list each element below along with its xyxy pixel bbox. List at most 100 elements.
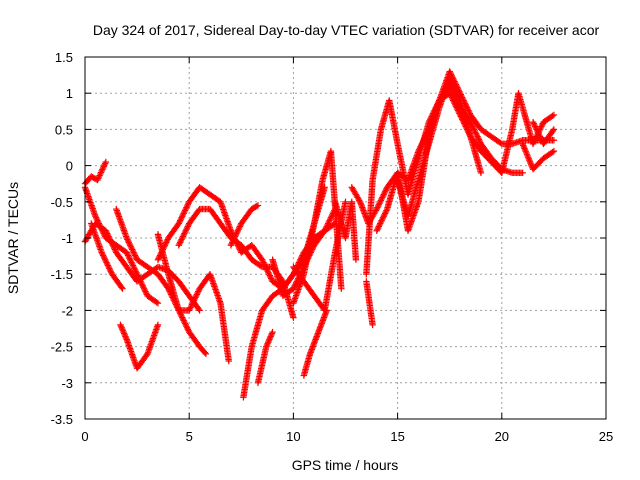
y-tick-label: -2.5: [51, 340, 73, 355]
y-tick-label: 1.5: [55, 50, 73, 65]
x-tick-label: 0: [81, 429, 88, 444]
y-axis-label: SDTVAR / TECUs: [5, 182, 21, 294]
axis-ticks: [84, 56, 607, 420]
data-point: [97, 169, 105, 176]
data-point: [101, 160, 109, 167]
data-point: [94, 175, 102, 182]
data-point: [125, 253, 132, 261]
series-track-22: [394, 75, 485, 220]
data-point: [379, 215, 386, 223]
data-point: [326, 217, 333, 224]
data-point: [381, 189, 388, 197]
data-point: [109, 242, 116, 249]
data-point: [159, 246, 167, 253]
data-point: [130, 249, 137, 256]
data-point: [549, 112, 556, 120]
data-point: [381, 211, 388, 219]
data-point: [265, 271, 273, 278]
data-point: [102, 158, 110, 166]
tick-labels: 0 5 10 15 20 25 -3.5 -3 -2.5 -2 -1.5 -1 -0.5 0 0.5 1 1.5: [51, 50, 614, 444]
data-point: [456, 95, 463, 103]
data-point: [120, 330, 128, 337]
data-point: [106, 236, 114, 243]
data-point: [266, 336, 273, 343]
data-point: [98, 249, 105, 256]
data-point: [465, 108, 473, 116]
data-point: [467, 118, 474, 126]
data-point: [104, 231, 112, 239]
data-point: [118, 324, 125, 331]
data-point: [536, 133, 544, 140]
series-track-23: [498, 90, 558, 177]
data-point: [176, 218, 183, 226]
data-point: [253, 202, 260, 210]
data-point: [377, 220, 384, 227]
data-point: [538, 121, 546, 129]
data-point: [111, 246, 119, 253]
data-point: [229, 239, 236, 246]
x-axis-label: GPS time / hours: [292, 457, 399, 473]
data-point: [375, 201, 383, 208]
data-point: [131, 266, 139, 274]
data-point: [536, 131, 543, 139]
data-point: [232, 231, 239, 239]
data-point: [105, 233, 112, 240]
data-point: [165, 286, 173, 294]
data-point: [108, 239, 115, 246]
data-point: [97, 170, 104, 178]
data-point: [117, 323, 125, 330]
data-point: [476, 137, 483, 145]
data-point: [534, 129, 542, 136]
y-tick-label: -2: [61, 303, 73, 318]
data-point: [161, 242, 169, 249]
data-point: [377, 198, 384, 205]
data-point: [131, 250, 138, 258]
data-point: [182, 205, 189, 213]
data-point: [175, 220, 182, 227]
data-point: [181, 207, 189, 214]
data-point: [381, 188, 389, 195]
data-point: [323, 223, 330, 230]
data-point: [519, 140, 526, 148]
data-point: [338, 285, 345, 292]
data-point: [102, 227, 110, 234]
data-point: [126, 256, 134, 263]
data-point: [156, 253, 163, 261]
y-tick-label: 1: [66, 86, 73, 101]
data-point: [153, 299, 160, 306]
data-point: [124, 252, 132, 259]
data-point: [266, 272, 273, 279]
data-point: [92, 214, 100, 221]
data-point: [549, 148, 556, 156]
data-point: [160, 244, 167, 252]
data-point: [128, 259, 135, 266]
data-point: [179, 314, 186, 321]
data-point: [446, 68, 453, 75]
data-point: [107, 237, 114, 245]
data-point: [229, 237, 237, 245]
data-point: [106, 266, 114, 274]
data-point: [142, 288, 149, 295]
data-point: [378, 195, 385, 203]
data-point: [267, 333, 274, 340]
data-point: [190, 297, 198, 304]
series-track-16: [300, 307, 330, 379]
data-point: [227, 227, 235, 234]
data-point: [158, 249, 165, 256]
data-point: [322, 224, 330, 232]
data-point: [523, 151, 531, 158]
data-point: [178, 214, 185, 221]
data-point: [449, 82, 457, 90]
data-point: [99, 164, 107, 172]
data-point: [122, 333, 129, 340]
data-point: [472, 130, 480, 137]
data-point: [267, 275, 275, 282]
data-point: [132, 268, 139, 275]
data-point: [176, 310, 184, 317]
data-point: [257, 262, 265, 270]
data-point: [549, 127, 557, 134]
data-point: [382, 208, 389, 216]
data-point: [475, 136, 483, 143]
data-point: [118, 284, 125, 291]
